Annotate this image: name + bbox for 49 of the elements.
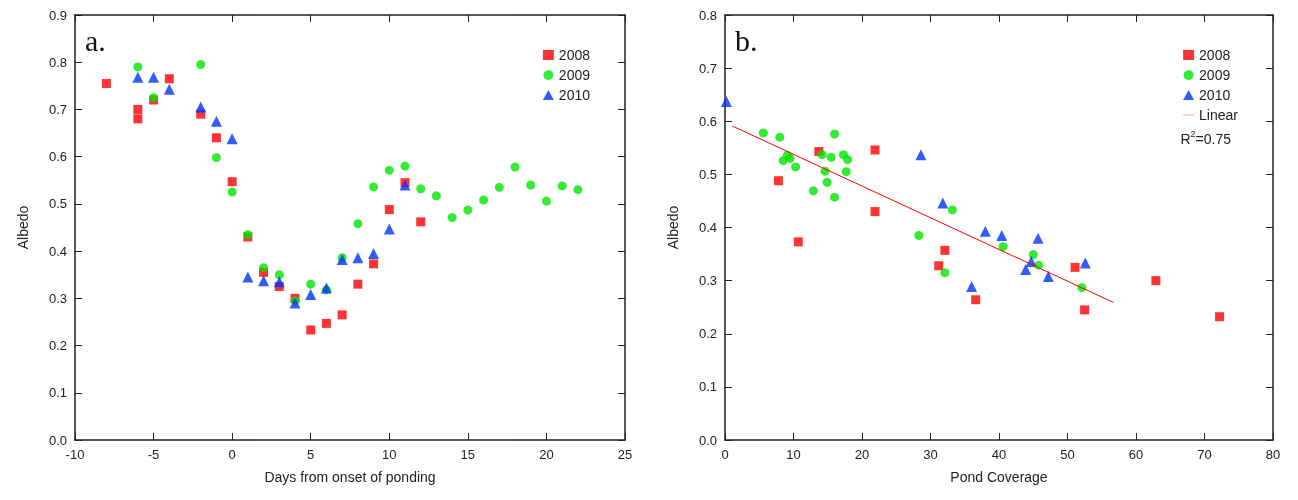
y-tick-label: 0.1 bbox=[48, 385, 67, 401]
x-tick-label: 60 bbox=[1128, 447, 1144, 462]
y-tick-label: 0.9 bbox=[48, 7, 67, 23]
x-axis-title: Days from onset of ponding bbox=[264, 469, 436, 485]
y-tick-label: 0.8 bbox=[48, 54, 67, 70]
x-tick-label: 30 bbox=[923, 447, 938, 462]
y-tick-label: 0.4 bbox=[48, 243, 67, 259]
y-tick-label: 0.7 bbox=[48, 101, 67, 117]
y-axis-title: Albedo bbox=[15, 205, 31, 250]
x-tick-label: 20 bbox=[539, 447, 554, 462]
y-axis-title: Albedo bbox=[665, 205, 681, 250]
y-tick-label: 0.0 bbox=[48, 432, 67, 448]
y-tick-label: 0.6 bbox=[698, 113, 717, 129]
legend-label: 2009 bbox=[558, 67, 591, 83]
x-tick-label: 20 bbox=[854, 447, 870, 462]
y-tick-label: 0.7 bbox=[698, 60, 717, 76]
legend-label: Linear bbox=[1199, 107, 1239, 123]
x-tick-label: -5 bbox=[147, 447, 160, 462]
y-tick-label: 0.2 bbox=[698, 326, 717, 342]
legend-label: 2008 bbox=[1199, 47, 1231, 63]
x-tick-label: 40 bbox=[991, 447, 1007, 462]
legend-label: 2010 bbox=[558, 87, 591, 103]
x-tick-label: 25 bbox=[617, 447, 633, 462]
x-tick-label: 15 bbox=[460, 447, 476, 462]
y-tick-label: 0.6 bbox=[48, 149, 67, 165]
y-tick-label: 0.4 bbox=[698, 220, 717, 235]
y-tick-label: 0.0 bbox=[698, 432, 717, 448]
y-tick-label: 0.2 bbox=[48, 338, 67, 354]
annotation: b. bbox=[735, 23, 758, 57]
y-tick-label: 0.5 bbox=[48, 196, 67, 212]
x-tick-label: 0 bbox=[721, 447, 729, 462]
x-tick-label: 10 bbox=[786, 447, 801, 462]
legend-label: 2008 bbox=[558, 47, 591, 63]
legend-label: 2009 bbox=[1199, 67, 1231, 83]
x-tick-label: -10 bbox=[65, 447, 85, 462]
x-tick-label: 70 bbox=[1197, 447, 1212, 462]
x-tick-label: 80 bbox=[1265, 447, 1281, 462]
y-tick-label: 0.5 bbox=[698, 166, 717, 182]
annotation: a. bbox=[85, 23, 106, 57]
y-tick-label: 0.3 bbox=[698, 273, 717, 289]
x-tick-label: 50 bbox=[1060, 447, 1075, 462]
legend-label: 2010 bbox=[1199, 87, 1231, 103]
y-tick-label: 0.1 bbox=[698, 379, 717, 395]
x-tick-label: 5 bbox=[307, 447, 315, 462]
x-tick-label: 0 bbox=[228, 447, 236, 462]
x-tick-label: 10 bbox=[382, 447, 397, 462]
y-tick-label: 0.3 bbox=[48, 290, 67, 306]
x-axis-title: Pond Coverage bbox=[950, 469, 1048, 485]
y-tick-label: 0.8 bbox=[698, 7, 717, 23]
